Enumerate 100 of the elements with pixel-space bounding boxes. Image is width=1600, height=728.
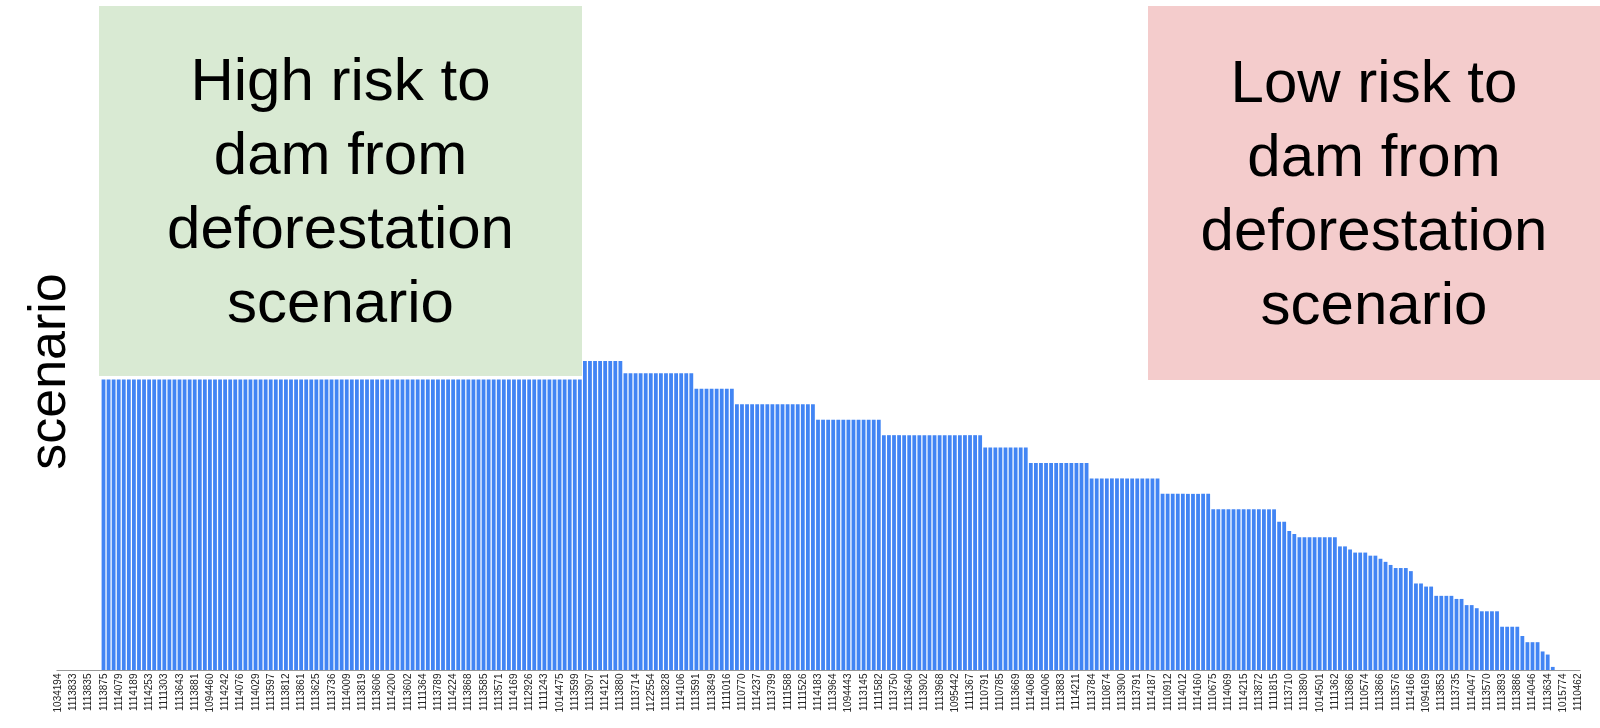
- x-tick-label: 1113880: [614, 673, 626, 711]
- x-tick-label: 1122554: [644, 673, 656, 712]
- x-tick-label: 1014475: [553, 673, 565, 713]
- x-tick-label: 1113964: [827, 673, 839, 711]
- x-tick-label: 1113902: [918, 673, 930, 711]
- x-tick-label: 1110770: [735, 673, 747, 711]
- x-tick-label: 1110791: [979, 673, 991, 711]
- x-tick-label: 1034194: [51, 673, 63, 713]
- x-tick-label: 1114047: [1465, 673, 1477, 711]
- x-tick-label: 1094443: [842, 673, 854, 713]
- x-tick-label: 1111303: [158, 673, 170, 711]
- x-tick-label: 1111367: [964, 673, 976, 711]
- x-tick-label: 1113907: [583, 673, 595, 711]
- x-tick-label: 1114253: [143, 673, 155, 711]
- x-tick-label: 1111016: [720, 673, 732, 711]
- x-tick-label: 1095442: [948, 673, 960, 713]
- note-panel: High risk to dam from deforestation scenario: [99, 6, 582, 376]
- x-tick-label: 1113853: [1435, 673, 1447, 711]
- y-axis-title: scenario: [17, 273, 76, 470]
- x-tick-label: 1113599: [568, 673, 580, 711]
- x-tick-label: 1113900: [1116, 673, 1128, 711]
- x-tick-label: 1113875: [97, 673, 109, 711]
- x-tick-label: 1114166: [1404, 673, 1416, 711]
- x-tick-label: 1113812: [279, 673, 291, 711]
- x-tick-label: 1114200: [386, 673, 398, 711]
- x-tick-label: 1114012: [1176, 673, 1188, 711]
- x-tick-label: 1113819: [355, 673, 367, 711]
- x-tick-label: 1113736: [325, 673, 337, 711]
- x-tick-label: 1113634: [1541, 673, 1553, 711]
- x-tick-label: 1113886: [1511, 673, 1523, 711]
- x-tick-label: 1113686: [1344, 673, 1356, 711]
- x-tick-label: 1113881: [188, 673, 200, 711]
- x-tick-label: 1113710: [1283, 673, 1295, 711]
- x-tick-label: 1110874: [1100, 673, 1112, 711]
- x-tick-label: 1111364: [416, 673, 428, 711]
- x-tick-label: 1111582: [872, 673, 884, 711]
- x-tick-label: 1113640: [903, 673, 915, 711]
- x-tick-label: 1114069: [1222, 673, 1234, 711]
- x-tick-label: 1114242: [219, 673, 231, 711]
- x-tick-label: 1113145: [857, 673, 869, 711]
- x-tick-label: 1113643: [173, 673, 185, 711]
- x-tick-label: 1112926: [523, 673, 535, 711]
- x-tick-label: 1113893: [1496, 673, 1508, 711]
- x-tick-label: 1113791: [1131, 673, 1143, 711]
- x-tick-label: 1114006: [1040, 673, 1052, 711]
- x-tick-label: 1113570: [1480, 673, 1492, 711]
- x-tick-label: 1111243: [538, 673, 550, 711]
- x-tick-label: 1114215: [1237, 673, 1249, 711]
- x-tick-label: 1114169: [507, 673, 519, 711]
- x-tick-label: 1113735: [1450, 673, 1462, 711]
- x-tick-label: 1111526: [796, 673, 808, 711]
- x-tick-label: 1113750: [888, 673, 900, 711]
- x-tick-label: 1113669: [1009, 673, 1021, 711]
- x-tick-label: 1113835: [82, 673, 94, 711]
- x-tick-label: 1114106: [675, 673, 687, 711]
- x-tick-label: 1114068: [1024, 673, 1036, 711]
- x-tick-label: 1014501: [1313, 673, 1325, 713]
- x-tick-label: 1114160: [1192, 673, 1204, 711]
- x-tick-label: 1094460: [203, 673, 215, 713]
- x-tick-label: 1114183: [812, 673, 823, 711]
- x-tick-label: 1113872: [1252, 673, 1264, 711]
- x-tick-label: 1113828: [659, 673, 671, 711]
- x-tick-label: 1111588: [781, 673, 793, 711]
- x-tick-label: 1113833: [67, 673, 79, 711]
- x-tick-label: 1114187: [1146, 673, 1158, 711]
- x-tick-label: 1015774: [1556, 673, 1568, 713]
- x-tick-label: 1113571: [492, 673, 504, 711]
- x-tick-label: 1114237: [751, 673, 763, 711]
- x-tick-label: 1113789: [431, 673, 443, 711]
- x-tick-label: 1114029: [249, 673, 261, 711]
- x-tick-label: 1113597: [264, 673, 276, 711]
- x-tick-label: 1110574: [1359, 673, 1371, 711]
- x-tick-label: 1113866: [1374, 673, 1386, 711]
- x-tick-label: 1113585: [477, 673, 489, 711]
- x-tick-label: 1114224: [447, 673, 459, 711]
- x-tick-label: 1113602: [401, 673, 413, 711]
- x-tick-label: 1114121: [599, 673, 611, 711]
- x-tick-label: 1113576: [1389, 673, 1401, 711]
- x-tick-label: 1110462: [1572, 673, 1584, 711]
- x-tick-label: 1113606: [371, 673, 383, 711]
- x-tick-label: 1113591: [690, 673, 702, 711]
- x-tick-label: 1114211: [1070, 673, 1082, 711]
- note-panel: Low risk to dam from deforestation scenario: [1148, 6, 1600, 380]
- x-tick-label: 1113968: [933, 673, 945, 711]
- x-tick-label: 1110912: [1161, 673, 1173, 711]
- x-tick-label: 1113714: [629, 673, 641, 711]
- x-tick-label: 1110785: [994, 673, 1006, 711]
- x-tick-label: 1113784: [1085, 673, 1097, 711]
- x-tick-label: 1094169: [1420, 673, 1432, 713]
- x-tick-label: 1114046: [1526, 673, 1538, 711]
- x-tick-label: 1114009: [340, 673, 352, 711]
- x-tick-label: 1114079: [112, 673, 124, 711]
- x-tick-label: 1110675: [1207, 673, 1219, 711]
- x-tick-label: 1113849: [705, 673, 717, 711]
- x-tick-label: 1113625: [310, 673, 322, 711]
- x-tick-label: 1113890: [1298, 673, 1310, 711]
- x-tick-label: 1111362: [1328, 673, 1340, 711]
- x-tick-label: 1114076: [234, 673, 246, 711]
- x-tick-label: 1113868: [462, 673, 474, 711]
- x-tick-label: 1113861: [295, 673, 307, 711]
